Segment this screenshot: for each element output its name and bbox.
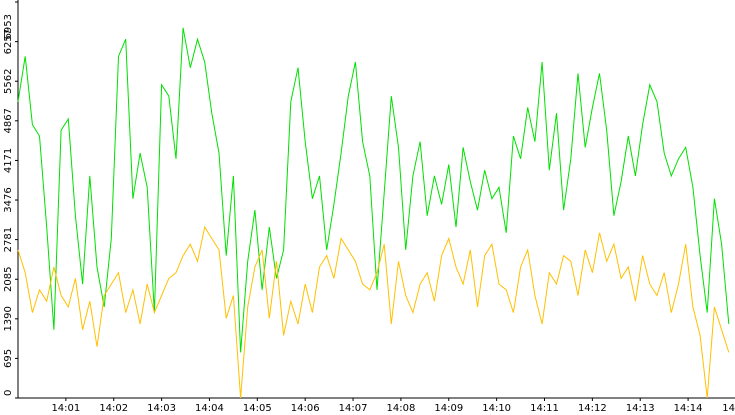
x-tick-label: 14:12 (578, 403, 607, 414)
y-tick-label: 4171 (3, 148, 14, 173)
y-tick-label: 6953 (3, 14, 14, 39)
y-tick-label: 5562 (3, 68, 14, 93)
x-tick-label: 14:06 (291, 403, 320, 414)
x-tick-label: 14:11 (530, 403, 559, 414)
x-tick-label: 14:04 (195, 403, 224, 414)
x-tick-label: 14:14 (674, 403, 703, 414)
y-tick-label: 0 (3, 390, 14, 396)
y-tick-label: 2085 (3, 267, 14, 292)
x-tick-label: 14:03 (147, 403, 176, 414)
data-line (17, 225, 730, 399)
x-tick-label: 14:01 (51, 403, 80, 414)
y-tick-label: 4867 (3, 108, 14, 133)
y-tick-label: 695 (3, 349, 14, 368)
y-tick-label: 3476 (3, 187, 14, 212)
x-tick-label: 14:05 (243, 403, 272, 414)
x-tick-label: 14:10 (482, 403, 511, 414)
y-tick-label: 1390 (3, 306, 14, 331)
data-line (17, 27, 730, 353)
y-tick-label: 2781 (3, 227, 14, 252)
x-tick-label: 14:02 (99, 403, 128, 414)
x-tick-label: 14:07 (339, 403, 368, 414)
x-tick-label: 14 (722, 403, 735, 414)
x-tick-label: 14:08 (386, 403, 415, 414)
y-tick-label: 6257 (3, 29, 14, 54)
x-tick-label: 14:09 (434, 403, 463, 414)
x-tick-label: 14:13 (626, 403, 655, 414)
